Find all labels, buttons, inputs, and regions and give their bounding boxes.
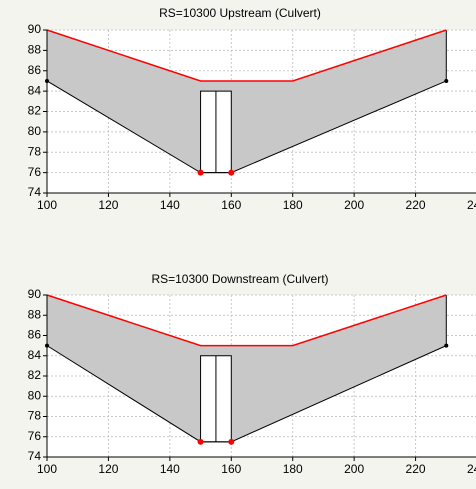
x-tick-label: 120 [98,462,118,476]
x-tick-label: 180 [283,462,303,476]
y-tick-label: 78 [28,409,42,423]
x-tick-label: 200 [344,462,364,476]
x-tick-label: 240 [467,198,476,212]
y-tick-label: 86 [28,328,42,342]
bank-station [197,438,204,445]
flow-area [47,295,447,442]
x-tick-label: 160 [221,198,241,212]
y-tick-label: 80 [28,388,42,402]
y-tick-label: 88 [28,307,42,321]
y-tick-label: 86 [28,63,42,77]
y-tick-label: 90 [28,287,42,301]
y-tick-label: 82 [28,104,42,118]
line-1 [46,294,447,347]
x-tick-label: 140 [160,462,180,476]
y-tick-label: 76 [28,165,42,179]
x-tick-label: 220 [406,198,426,212]
y-tick-label: 74 [28,185,42,199]
y-tick-label: 90 [28,22,42,36]
y-tick-label: 88 [28,43,42,57]
x-tick-label: 220 [406,462,426,476]
y-tick-label: 74 [28,449,42,463]
x-tick-label: 180 [283,198,303,212]
y-tick-label: 84 [28,83,42,97]
y-tick-label: 82 [28,368,42,382]
x-tick-label: 100 [37,198,57,212]
x-tick-label: 200 [344,198,364,212]
bank-station [228,169,235,176]
x-tick-label: 160 [221,462,241,476]
x-tick-label: 100 [37,462,57,476]
x-tick-label: 120 [98,198,118,212]
y-tick-label: 76 [28,429,42,443]
flow-area [47,30,447,173]
x-tick-label: 140 [160,198,180,212]
x-tick-label: 240 [467,462,476,476]
y-tick-label: 78 [28,144,42,158]
bank-station [228,438,235,445]
ground-point [444,78,449,83]
y-tick-label: 80 [28,124,42,138]
chart-title: RS=10300 Downstream (Culvert) [151,272,328,286]
y-tick-label: 84 [28,348,42,362]
chart-title: RS=10300 Upstream (Culvert) [159,6,321,20]
ground-point [444,343,449,348]
line-1 [46,29,447,82]
bank-station [197,169,204,176]
